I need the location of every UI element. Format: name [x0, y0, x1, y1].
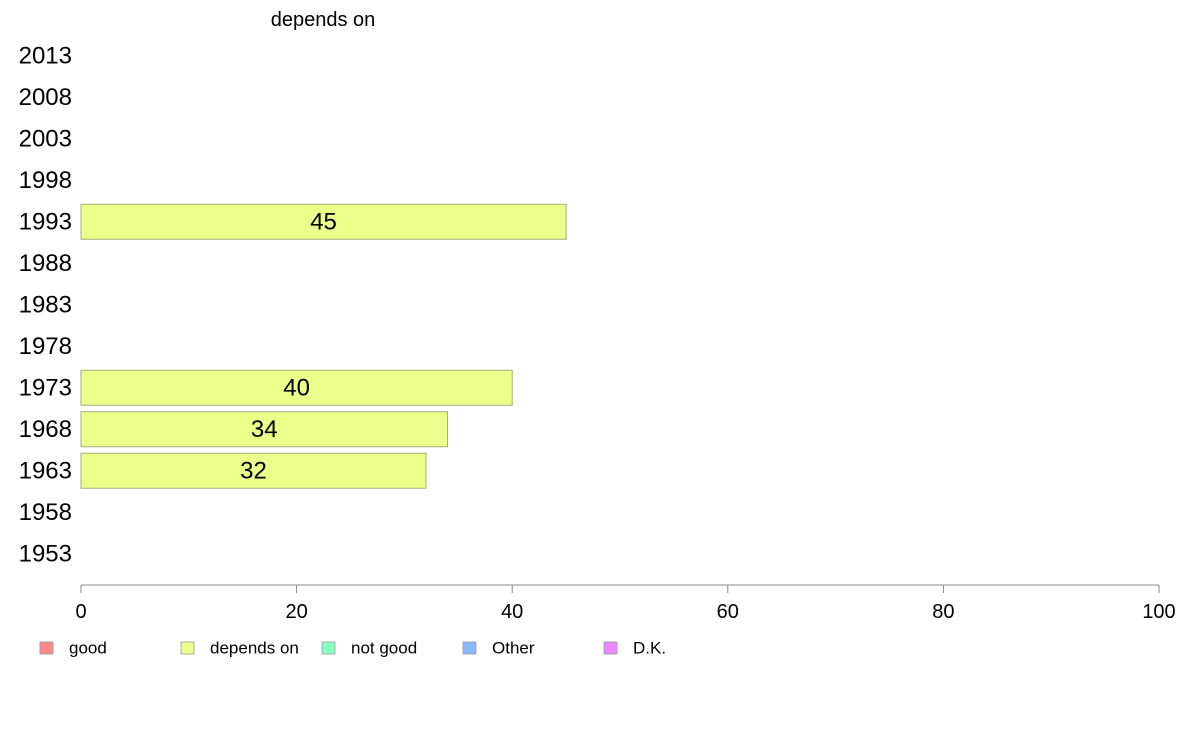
bar-value-label-1993: 45	[310, 208, 337, 235]
legend-label-3: Other	[492, 639, 535, 658]
y-tick-label-1973: 1973	[19, 374, 72, 401]
legend-swatch-1	[180, 641, 195, 655]
y-tick-label-2003: 2003	[19, 125, 72, 152]
bar-1973	[80, 369, 513, 406]
y-tick-label-1988: 1988	[19, 250, 72, 277]
x-tick-label-20: 20	[285, 601, 307, 623]
x-axis: 0 20 40 60 80 100	[75, 584, 1176, 623]
legend-swatch-2	[321, 641, 336, 655]
bar-1993	[80, 203, 567, 240]
y-tick-label-1963: 1963	[19, 457, 72, 484]
x-tick-label-80: 80	[932, 601, 954, 623]
legend-swatch-0	[39, 641, 54, 655]
y-tick-label-1998: 1998	[19, 167, 72, 194]
bar-value-label-1973: 40	[283, 374, 310, 401]
y-tick-label-1993: 1993	[19, 208, 72, 235]
x-tick-label-40: 40	[501, 601, 523, 623]
bar-1963	[80, 452, 427, 489]
x-tick-label-100: 100	[1142, 601, 1175, 623]
y-tick-label-2013: 2013	[19, 42, 72, 69]
legend: good depends on not good Other D.K.	[39, 639, 666, 658]
bar-value-label-1968: 34	[251, 416, 278, 443]
legend-label-1: depends on	[210, 639, 299, 658]
y-tick-label-2008: 2008	[19, 84, 72, 111]
bar-value-label-1963: 32	[240, 457, 267, 484]
chart-title: depends on	[271, 9, 376, 31]
y-tick-label-1978: 1978	[19, 333, 72, 360]
legend-swatch-3	[462, 641, 477, 655]
x-tick-label-0: 0	[75, 601, 86, 623]
legend-label-0: good	[69, 639, 107, 658]
legend-label-4: D.K.	[633, 639, 666, 658]
y-axis-labels: 2013 2008 2003 1998 1993 1988 1983 1978 1973 1968…	[19, 42, 72, 567]
y-tick-label-1983: 1983	[19, 291, 72, 318]
y-tick-label-1968: 1968	[19, 416, 72, 443]
y-tick-label-1958: 1958	[19, 499, 72, 526]
bar-1968	[80, 411, 449, 448]
legend-swatch-4	[603, 641, 618, 655]
x-tick-label-60: 60	[717, 601, 739, 623]
y-tick-label-1953: 1953	[19, 540, 72, 567]
legend-label-2: not good	[351, 639, 417, 658]
